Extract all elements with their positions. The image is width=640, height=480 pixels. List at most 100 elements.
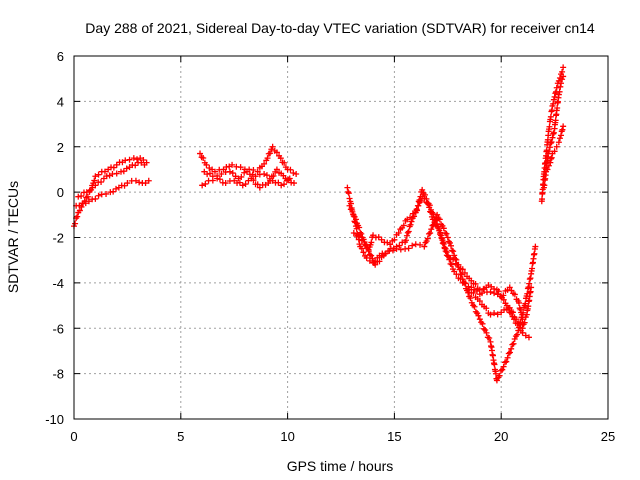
- data-points: [71, 64, 567, 384]
- data-point-marker: [239, 182, 246, 189]
- data-point-marker: [453, 256, 460, 263]
- axis-ticks: 0 5 10 15 20 25 -10 -8 -6 -4 -2 0 2 4 6: [45, 49, 615, 444]
- data-point-marker: [546, 123, 553, 130]
- data-point-marker: [427, 230, 434, 237]
- data-point-marker: [76, 207, 83, 214]
- data-point-marker: [229, 161, 236, 168]
- data-point-marker: [142, 180, 149, 187]
- data-point-marker: [505, 350, 512, 357]
- data-point-marker: [368, 252, 375, 259]
- data-point-marker: [556, 135, 563, 142]
- data-point-marker: [113, 185, 120, 192]
- data-point-marker: [199, 182, 206, 189]
- data-point-marker: [216, 176, 223, 183]
- data-point-marker: [447, 260, 454, 267]
- data-point-marker: [145, 177, 152, 184]
- data-point-marker: [291, 180, 298, 187]
- data-point-marker: [555, 139, 562, 146]
- data-point-marker: [470, 302, 477, 309]
- data-point-marker: [560, 64, 567, 71]
- data-point-marker: [120, 168, 127, 175]
- data-point-marker: [238, 173, 245, 180]
- data-point-marker: [356, 233, 363, 240]
- data-point-marker: [352, 216, 359, 223]
- data-point-marker: [389, 247, 396, 254]
- data-point-marker: [363, 254, 370, 261]
- data-point-marker: [113, 170, 120, 177]
- data-point-marker: [242, 181, 249, 188]
- data-point-marker: [344, 184, 351, 191]
- data-point-marker: [424, 235, 431, 242]
- data-point-marker: [509, 309, 516, 316]
- data-point-marker: [411, 213, 418, 220]
- data-point-marker: [358, 245, 365, 252]
- data-point-marker: [504, 354, 511, 361]
- data-point-marker: [98, 178, 105, 185]
- data-point-marker: [254, 181, 261, 188]
- y-tick-label: -6: [52, 321, 64, 336]
- series-arc-1b: [73, 177, 152, 209]
- x-tick-label: 20: [494, 429, 508, 444]
- data-point-marker: [435, 215, 442, 222]
- data-point-marker: [407, 221, 414, 228]
- data-point-marker: [366, 251, 373, 258]
- data-point-marker: [459, 276, 466, 283]
- data-point-marker: [281, 159, 288, 166]
- data-point-marker: [551, 93, 558, 100]
- data-point-marker: [443, 252, 450, 259]
- data-point-marker: [110, 164, 117, 171]
- data-point-marker: [449, 247, 456, 254]
- data-point-marker: [278, 182, 285, 189]
- data-point-marker: [202, 180, 209, 187]
- data-point-marker: [547, 140, 554, 147]
- data-point-marker: [555, 91, 562, 98]
- data-point-marker: [556, 88, 563, 95]
- data-point-marker: [543, 164, 550, 171]
- data-point-marker: [511, 291, 518, 298]
- data-point-marker: [461, 280, 468, 287]
- data-point-marker: [448, 261, 455, 268]
- data-point-marker: [404, 229, 411, 236]
- data-point-marker: [547, 113, 554, 120]
- data-point-marker: [267, 150, 274, 157]
- data-point-marker: [84, 193, 91, 200]
- data-point-marker: [549, 134, 556, 141]
- data-point-marker: [554, 104, 561, 111]
- data-point-marker: [558, 80, 565, 87]
- data-point-marker: [548, 154, 555, 161]
- data-point-marker: [558, 132, 565, 139]
- data-point-marker: [346, 202, 353, 209]
- data-point-marker: [515, 327, 522, 334]
- data-point-marker: [261, 160, 268, 167]
- data-point-marker: [500, 296, 507, 303]
- data-point-marker: [226, 168, 233, 175]
- y-tick-label: 4: [57, 94, 64, 109]
- data-point-marker: [382, 250, 389, 257]
- series-arc-1c: [75, 159, 148, 200]
- data-point-marker: [513, 316, 520, 323]
- data-point-marker: [486, 334, 493, 341]
- data-point-marker: [446, 239, 453, 246]
- data-point-marker: [548, 155, 555, 162]
- data-point-marker: [559, 68, 566, 75]
- data-point-marker: [395, 229, 402, 236]
- data-point-marker: [85, 198, 92, 205]
- data-point-marker: [428, 206, 435, 213]
- data-point-marker: [550, 130, 557, 137]
- data-point-marker: [361, 239, 368, 246]
- data-point-marker: [76, 202, 83, 209]
- data-point-marker: [345, 190, 352, 197]
- data-point-marker: [263, 172, 270, 179]
- data-point-marker: [141, 161, 148, 168]
- y-axis-label: SDTVAR / TECUs: [5, 181, 21, 293]
- data-point-marker: [541, 182, 548, 189]
- data-point-marker: [222, 180, 229, 187]
- data-point-marker: [519, 325, 526, 332]
- data-point-marker: [440, 225, 447, 232]
- data-point-marker: [551, 148, 558, 155]
- x-tick-label: 10: [280, 429, 294, 444]
- data-point-marker: [356, 224, 363, 231]
- data-point-marker: [458, 271, 465, 278]
- data-point-marker: [273, 166, 280, 173]
- data-point-marker: [110, 188, 117, 195]
